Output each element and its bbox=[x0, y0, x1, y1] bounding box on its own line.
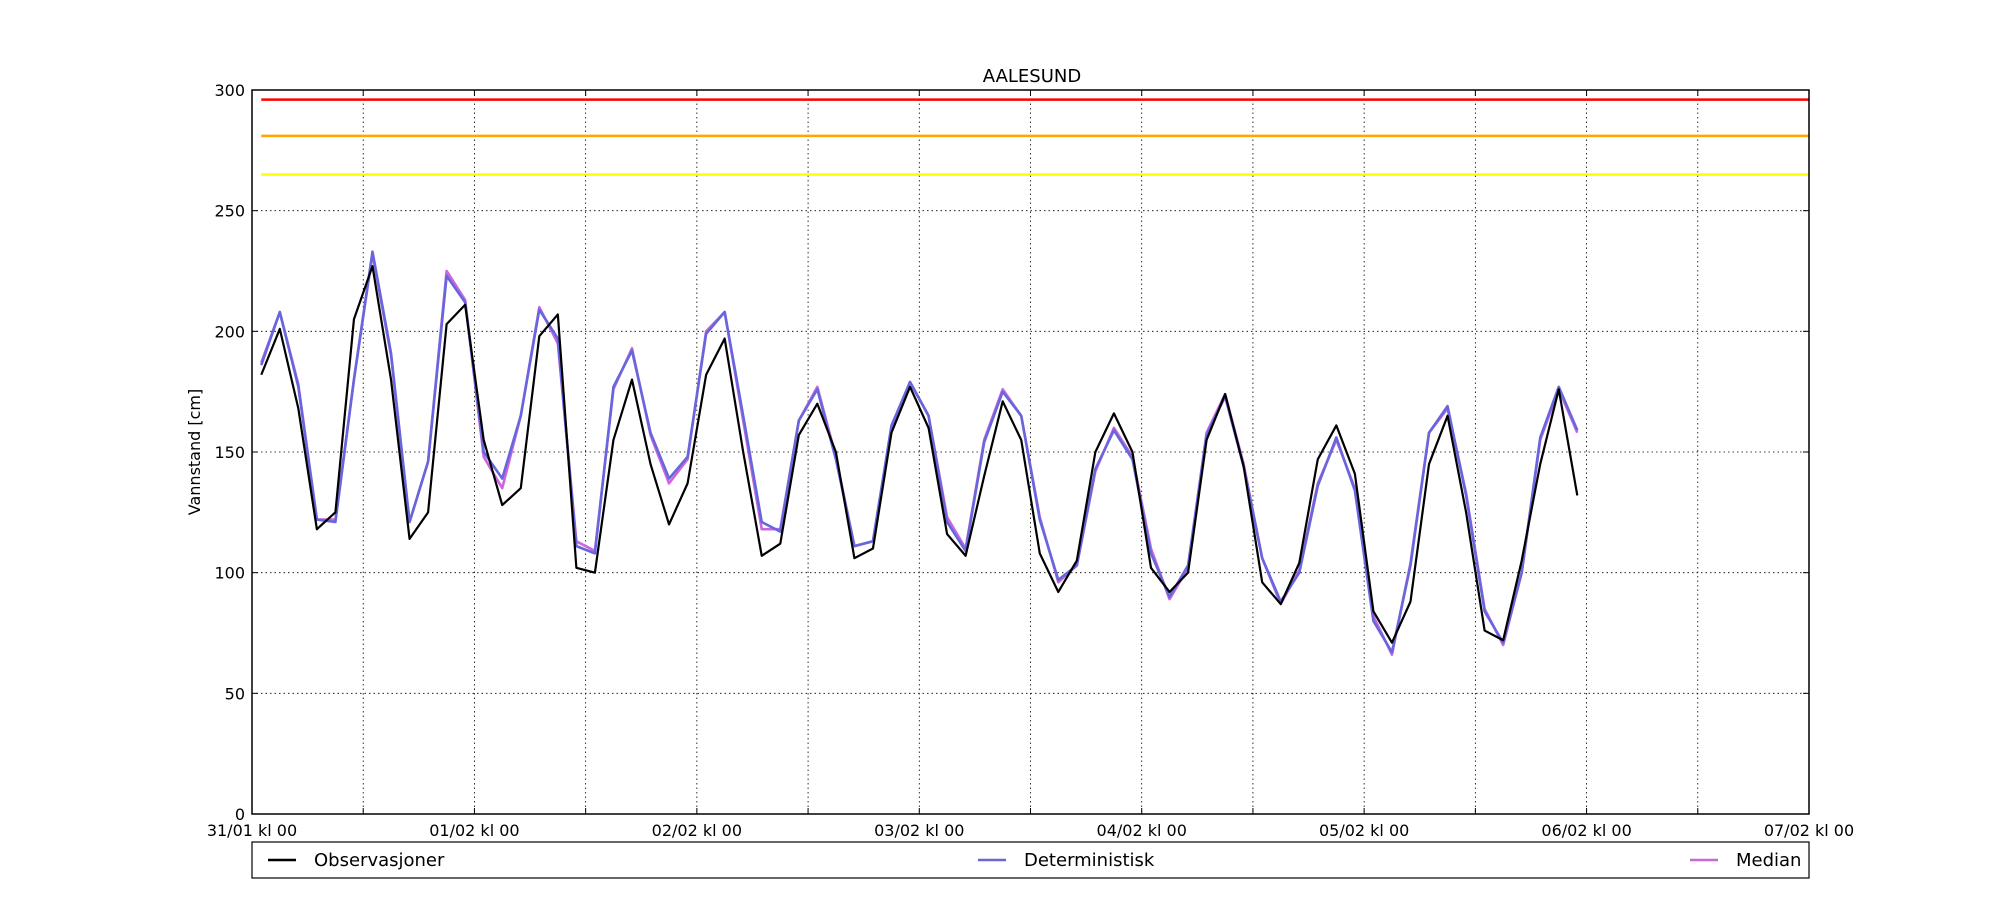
y-tick-label: 250 bbox=[214, 202, 245, 221]
x-tick-label: 31/01 kl 00 bbox=[207, 821, 297, 840]
x-tick-label: 07/02 kl 00 bbox=[1764, 821, 1854, 840]
y-axis-ticks: 0 50 100 150 200 250 300 bbox=[214, 81, 1809, 824]
x-tick-label: 03/02 kl 00 bbox=[874, 821, 964, 840]
series-lines bbox=[260, 250, 1579, 657]
legend-label: Deterministisk bbox=[1024, 850, 1155, 871]
grid-lines bbox=[252, 90, 1809, 814]
series-line-observasjoner bbox=[260, 265, 1579, 644]
series-line-deterministisk bbox=[260, 250, 1579, 654]
y-tick-label: 100 bbox=[214, 564, 245, 583]
x-tick-label: 05/02 kl 00 bbox=[1319, 821, 1409, 840]
x-tick-label: 04/02 kl 00 bbox=[1097, 821, 1187, 840]
x-axis-ticks: 31/01 kl 00 01/02 kl 00 02/02 kl 00 03/02 k… bbox=[207, 90, 1854, 840]
x-tick-label: 06/02 kl 00 bbox=[1541, 821, 1631, 840]
legend-frame bbox=[251, 841, 1810, 879]
x-tick-label: 02/02 kl 00 bbox=[652, 821, 742, 840]
y-tick-label: 0 bbox=[235, 805, 245, 824]
chart-title: AALESUND bbox=[983, 66, 1081, 87]
legend: Observasjoner Deterministisk Median bbox=[251, 841, 1810, 879]
y-tick-label: 150 bbox=[214, 443, 245, 462]
threshold-lines bbox=[261, 98, 1809, 176]
legend-label: Median bbox=[1736, 850, 1801, 871]
x-tick-label: 01/02 kl 00 bbox=[429, 821, 519, 840]
y-tick-label: 300 bbox=[214, 81, 245, 100]
legend-label: Observasjoner bbox=[314, 850, 445, 871]
y-tick-label: 200 bbox=[214, 322, 245, 341]
y-tick-label: 50 bbox=[225, 684, 245, 703]
y-axis-label: Vannstand [cm] bbox=[185, 389, 204, 515]
